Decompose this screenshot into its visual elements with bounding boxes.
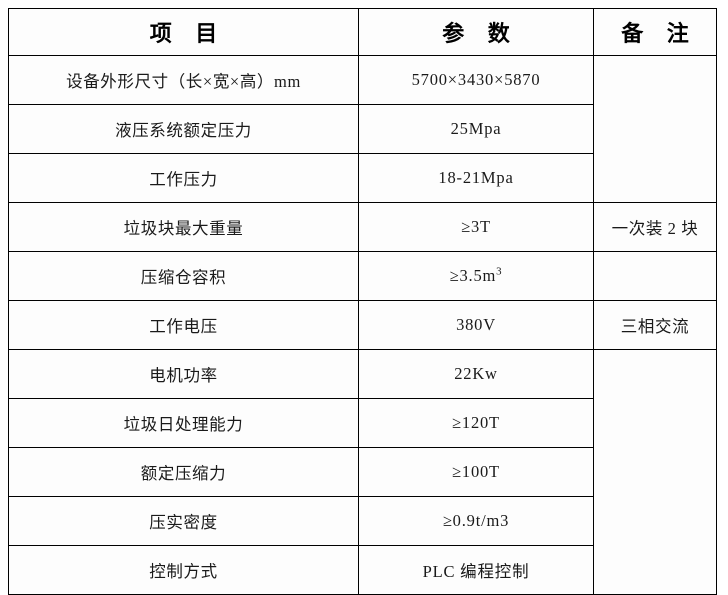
- cell-param-text: ≥3.5m: [449, 266, 497, 285]
- header-cell-remark: 备 注: [593, 8, 717, 56]
- header-cell-param: 参 数: [358, 8, 594, 56]
- cell-param-superscript: 3: [496, 265, 503, 278]
- cell-remark: 一次装 2 块: [593, 202, 717, 252]
- table-row: 压实密度 ≥0.9t/m3: [8, 496, 717, 546]
- cell-param: ≥120T: [358, 398, 594, 448]
- cell-item: 工作电压: [8, 300, 359, 350]
- cell-item: 电机功率: [8, 349, 359, 399]
- table-row: 压缩仓容积 ≥3.5m3: [8, 251, 717, 301]
- table-header-row: 项 目 参 数 备 注: [8, 8, 717, 56]
- spec-table-container: 项 目 参 数 备 注 设备外形尺寸（长×宽×高）mm 5700×3430×587…: [8, 8, 717, 595]
- cell-param: 25Mpa: [358, 104, 594, 154]
- cell-param: ≥0.9t/m3: [358, 496, 594, 546]
- table-header: 项 目 参 数 备 注: [8, 8, 717, 56]
- cell-item: 垃圾日处理能力: [8, 398, 359, 448]
- cell-remark: [593, 349, 717, 595]
- header-cell-item: 项 目: [8, 8, 359, 56]
- table-row: 液压系统额定压力 25Mpa: [8, 104, 717, 154]
- cell-remark: 三相交流: [593, 300, 717, 350]
- table-row: 电机功率 22Kw: [8, 349, 717, 595]
- cell-param: 380V: [358, 300, 594, 350]
- cell-item: 设备外形尺寸（长×宽×高）mm: [8, 55, 359, 105]
- cell-item: 工作压力: [8, 153, 359, 203]
- cell-param: 18-21Mpa: [358, 153, 594, 203]
- cell-item: 垃圾块最大重量: [8, 202, 359, 252]
- cell-param: PLC 编程控制: [358, 545, 594, 595]
- cell-item: 压实密度: [8, 496, 359, 546]
- cell-param: 22Kw: [358, 349, 594, 399]
- table-row: 工作电压 380V 三相交流: [8, 300, 717, 350]
- table-row: 设备外形尺寸（长×宽×高）mm 5700×3430×5870: [8, 55, 717, 203]
- table-row: 额定压缩力 ≥100T: [8, 447, 717, 497]
- table-row: 垃圾日处理能力 ≥120T: [8, 398, 717, 448]
- cell-item: 控制方式: [8, 545, 359, 595]
- cell-item: 额定压缩力: [8, 447, 359, 497]
- table-body: 设备外形尺寸（长×宽×高）mm 5700×3430×5870 液压系统额定压力 25M…: [8, 55, 717, 595]
- cell-remark: [593, 251, 717, 301]
- cell-param: ≥3.5m3: [358, 251, 594, 301]
- cell-param: ≥100T: [358, 447, 594, 497]
- table-row: 垃圾块最大重量 ≥3T 一次装 2 块: [8, 202, 717, 252]
- equipment-spec-table: 项 目 参 数 备 注 设备外形尺寸（长×宽×高）mm 5700×3430×587…: [8, 8, 717, 595]
- cell-item: 压缩仓容积: [8, 251, 359, 301]
- cell-remark: [593, 55, 717, 203]
- table-row: 工作压力 18-21Mpa: [8, 153, 717, 203]
- cell-param: 5700×3430×5870: [358, 55, 594, 105]
- cell-param: ≥3T: [358, 202, 594, 252]
- table-row: 控制方式 PLC 编程控制: [8, 545, 717, 595]
- cell-item: 液压系统额定压力: [8, 104, 359, 154]
